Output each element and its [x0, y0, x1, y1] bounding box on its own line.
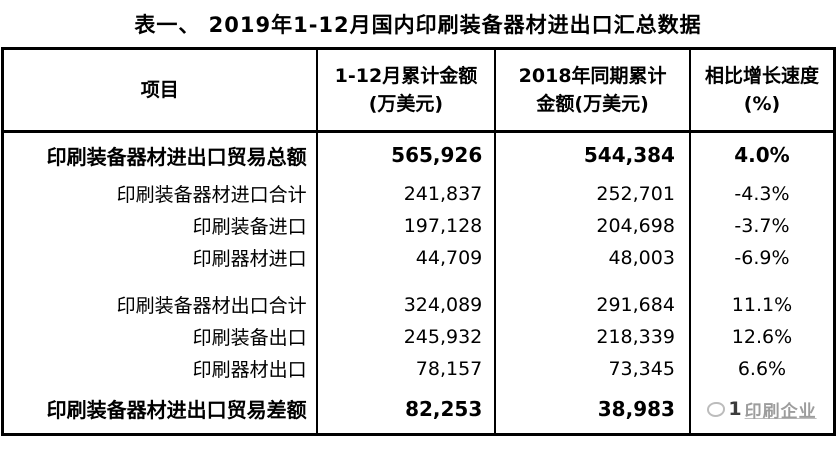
amount-2018-cell: 218,339: [494, 320, 690, 353]
table-row: 印刷器材进口 44,709 48,003 -6.9%: [3, 241, 835, 274]
table-row: 印刷装备器材出口合计 324,089 291,684 11.1%: [3, 288, 835, 321]
table-row: 印刷装备器材进出口贸易差额 82,253 38,983 1 印刷企业: [3, 384, 835, 435]
watermark-logo-icon: [707, 401, 726, 417]
amount-2019-cell: 44,709: [315, 241, 496, 274]
growth-cell: 6.6%: [688, 352, 835, 385]
amount-2019-cell: 82,253: [315, 384, 496, 435]
data-table: 项目 1-12月累计金额 (万美元) 2018年同期累计 金额(万美元) 相比增…: [1, 47, 836, 436]
growth-cell: 12.6%: [688, 320, 835, 353]
spacer-cell: [315, 273, 496, 289]
growth-cell: -3.7%: [688, 209, 835, 242]
amount-2018-cell: 48,003: [494, 241, 690, 274]
amount-2018-cell: 73,345: [494, 352, 690, 385]
row-label-cell: 印刷装备进口: [192, 216, 307, 238]
col-header-2018-line1: 2018年同期累计: [518, 64, 667, 87]
table-title: 表一、 2019年1-12月国内印刷装备器材进出口汇总数据: [134, 12, 702, 37]
spacer-cell: [494, 273, 690, 289]
spacer-cell: [688, 273, 835, 289]
amount-2018-cell: 544,384: [494, 131, 690, 178]
amount-2018-cell: 38,983: [494, 384, 690, 435]
watermark-text: 印刷企业: [744, 401, 817, 422]
col-header-2019-amount: 1-12月累计金额 (万美元): [315, 48, 496, 133]
table-row: 印刷装备器材进出口贸易总额 565,926 544,384 4.0%: [3, 131, 835, 178]
growth-cell: -4.3%: [688, 177, 835, 210]
amount-2018-cell: 204,698: [494, 209, 690, 242]
amount-2019-cell: 78,157: [315, 352, 496, 385]
amount-2019-cell: 197,128: [315, 209, 496, 242]
col-header-growth: 相比增长速度 (%): [688, 48, 835, 133]
col-header-growth-line2: (%): [743, 93, 781, 115]
table-row: 印刷器材出口 78,157 73,345 6.6%: [3, 352, 835, 385]
amount-2018-cell: 252,701: [494, 177, 690, 210]
col-header-item-line1: 项目: [140, 78, 179, 101]
amount-2019-cell: 324,089: [315, 288, 496, 321]
growth-cell: 4.0%: [688, 131, 835, 178]
growth-cell: -6.9%: [688, 241, 835, 274]
amount-2019-cell: 241,837: [315, 177, 496, 210]
amount-2019-cell: 245,932: [315, 320, 496, 353]
row-label-cell: 印刷装备器材进出口贸易总额: [46, 144, 307, 169]
col-header-2019-line1: 1-12月累计金额: [334, 64, 478, 87]
table-row: 印刷装备出口 245,932 218,339 12.6%: [3, 320, 835, 353]
amount-2018-cell: 291,684: [494, 288, 690, 321]
table-row: 印刷装备器材进口合计 241,837 252,701 -4.3%: [3, 177, 835, 210]
watermark-digit: 1: [728, 398, 742, 421]
col-header-2018-amount: 2018年同期累计 金额(万美元): [494, 48, 690, 133]
col-header-growth-line1: 相比增长速度: [704, 64, 819, 87]
col-header-2018-line2: 金额(万美元): [536, 93, 649, 115]
row-label-cell: 印刷装备器材进口合计: [116, 184, 307, 206]
amount-2019-cell: 565,926: [315, 131, 496, 178]
row-label-cell: 印刷装备出口: [192, 327, 307, 349]
growth-cell: 11.1%: [688, 288, 835, 321]
col-header-2019-line2: (万美元): [368, 93, 444, 115]
spacer-row: [3, 273, 835, 289]
table-header: 项目 1-12月累计金额 (万美元) 2018年同期累计 金额(万美元) 相比增…: [2, 48, 835, 133]
table-row: 印刷装备进口 197,128 204,698 -3.7%: [3, 209, 835, 242]
row-label-cell: 印刷装备器材进出口贸易差额: [46, 398, 307, 423]
col-header-item: 项目: [2, 48, 317, 133]
watermark: 1 印刷企业: [707, 397, 816, 422]
table-body: 印刷装备器材进出口贸易总额 565,926 544,384 4.0% 印刷装备器材进口合…: [3, 131, 835, 435]
spacer-cell: [3, 274, 317, 289]
row-label-cell: 印刷器材进口: [192, 248, 307, 270]
growth-cell: 1 印刷企业: [688, 384, 835, 435]
row-label-cell: 印刷器材出口: [192, 359, 307, 381]
row-label-cell: 印刷装备器材出口合计: [116, 295, 307, 317]
header-row: 项目 1-12月累计金额 (万美元) 2018年同期累计 金额(万美元) 相比增…: [2, 48, 835, 133]
